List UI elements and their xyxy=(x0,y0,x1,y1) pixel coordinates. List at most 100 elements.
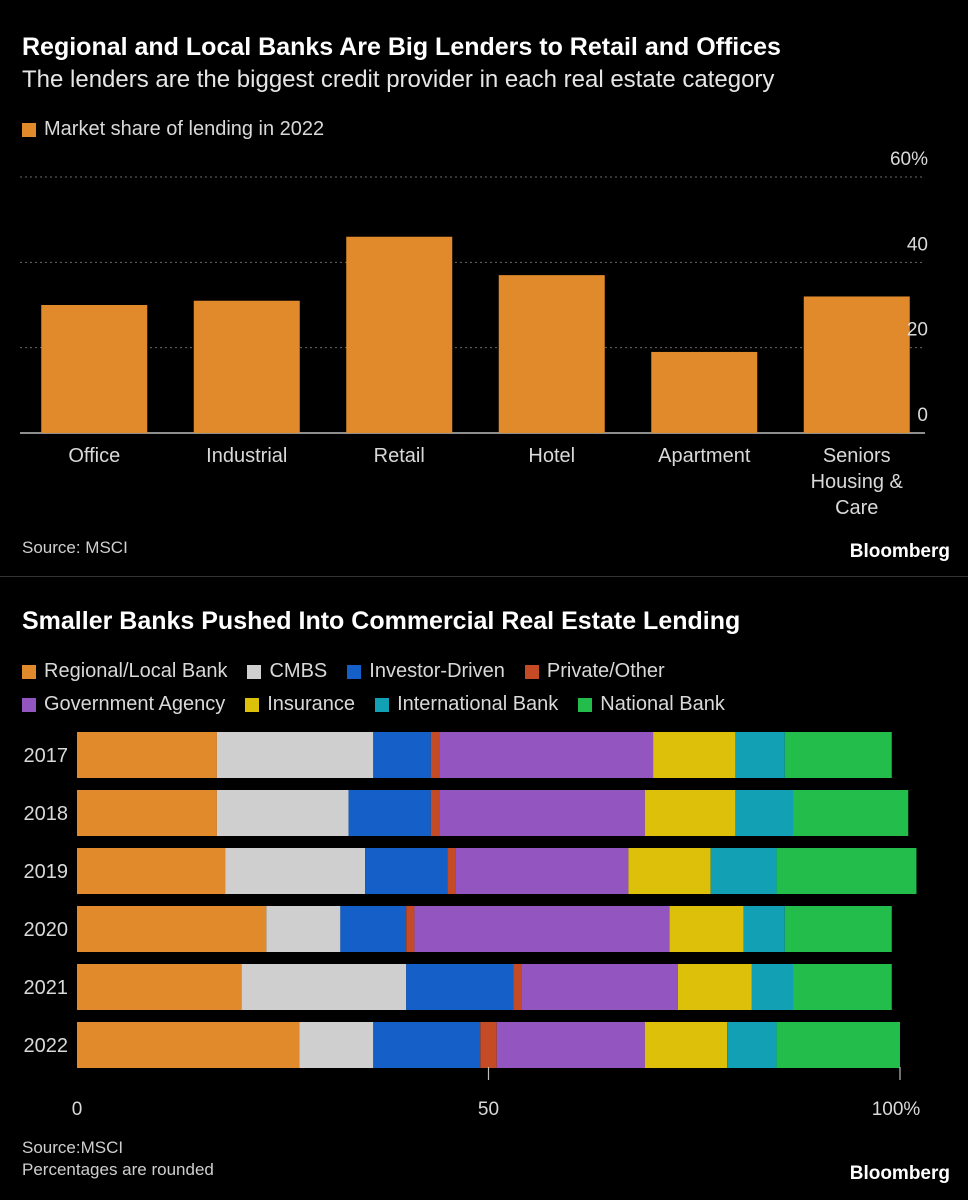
legend-label: International Bank xyxy=(397,693,559,715)
y-tick-label: 2018 xyxy=(24,803,69,825)
bar-segment xyxy=(348,790,431,836)
x-tick-label: Office xyxy=(68,445,120,467)
bar-segment xyxy=(743,906,785,952)
bar-segment xyxy=(430,790,440,836)
bar xyxy=(498,275,605,433)
x-tick-label: Retail xyxy=(374,445,425,467)
legend-label: Private/Other xyxy=(546,660,665,682)
bar-segment xyxy=(480,1022,497,1068)
bar-segment xyxy=(406,964,514,1010)
y-tick-label: 2021 xyxy=(24,977,69,999)
y-tick-label: 2020 xyxy=(24,919,69,941)
x-tick-label: Housing & xyxy=(811,471,904,493)
legend-item: Insurance xyxy=(245,693,355,716)
bar-segment xyxy=(373,732,431,778)
bar-segment xyxy=(521,964,678,1010)
legend-label: Regional/Local Bank xyxy=(44,660,228,682)
bar-segment xyxy=(653,732,736,778)
bar-segment xyxy=(77,964,242,1010)
bar-segment xyxy=(77,790,217,836)
legend-label: Investor-Driven xyxy=(369,660,505,682)
y-tick-label: 60% xyxy=(890,149,928,170)
bar-segment xyxy=(710,848,777,894)
bar-segment xyxy=(776,1022,900,1068)
bar-segment xyxy=(225,848,366,894)
x-tick-label: Care xyxy=(835,497,878,519)
divider xyxy=(0,576,968,577)
bar-segment xyxy=(216,790,349,836)
legend-item: CMBS xyxy=(247,660,327,683)
x-tick-label: Apartment xyxy=(658,445,751,467)
chart1-title: Regional and Local Banks Are Big Lenders… xyxy=(22,33,781,61)
x-tick-label: 0 xyxy=(72,1099,83,1120)
chart1-source: Source: MSCI xyxy=(22,538,128,557)
bar-segment xyxy=(439,790,645,836)
bar-segment xyxy=(751,964,794,1010)
bar-segment xyxy=(340,906,407,952)
bar-segment xyxy=(727,1022,777,1068)
y-tick-label: 40 xyxy=(907,234,928,255)
bar-segment xyxy=(677,964,752,1010)
legend-row: Government Agency Insurance International … xyxy=(22,693,952,716)
chart1-legend-label: Market share of lending in 2022 xyxy=(44,118,325,140)
bar-segment xyxy=(406,906,415,952)
y-tick-label: 2017 xyxy=(24,745,69,767)
legend-swatch xyxy=(22,697,36,712)
legend-item: International Bank xyxy=(375,693,558,716)
legend-swatch xyxy=(247,664,262,679)
bar-segment xyxy=(77,906,267,952)
bar-segment xyxy=(216,732,374,778)
bar-segment xyxy=(241,964,407,1010)
y-tick-label: 2019 xyxy=(24,861,69,883)
x-tick-label: Hotel xyxy=(528,445,575,467)
x-tick-label: 100% xyxy=(872,1099,921,1120)
x-tick-label: Seniors xyxy=(823,445,891,467)
bar-segment xyxy=(299,1022,374,1068)
chart1-legend: Market share of lending in 2022 xyxy=(22,118,324,141)
legend-label: CMBS xyxy=(269,660,328,682)
bar-segment xyxy=(735,732,785,778)
bar-segment xyxy=(628,848,711,894)
chart2-legend: Regional/Local Bank CMBS Investor-Driven Pr… xyxy=(22,660,952,726)
chart2-brand: Bloomberg xyxy=(849,1163,950,1184)
bar-segment xyxy=(77,848,226,894)
bar-segment xyxy=(776,848,917,894)
bar-segment xyxy=(439,732,654,778)
bar-segment xyxy=(784,906,892,952)
bar-segment xyxy=(793,790,909,836)
bar-segment xyxy=(455,848,629,894)
legend-swatch xyxy=(375,697,390,712)
chart2-source-line2: Percentages are rounded xyxy=(22,1160,214,1179)
bar-segment xyxy=(77,732,217,778)
legend-item: Government Agency xyxy=(22,693,225,716)
bar-segment xyxy=(266,906,341,952)
x-tick-label: Industrial xyxy=(206,445,287,467)
bar-segment xyxy=(365,848,448,894)
bar-segment xyxy=(513,964,522,1010)
legend-swatch xyxy=(22,664,36,679)
chart1-brand: Bloomberg xyxy=(849,541,950,562)
legend-swatch xyxy=(524,664,539,679)
legend-label: National Bank xyxy=(600,693,725,715)
bar-segment xyxy=(77,1022,300,1068)
bar-segment xyxy=(447,848,456,894)
legend-row: Regional/Local Bank CMBS Investor-Driven Pr… xyxy=(22,660,952,683)
chart1-subtitle: The lenders are the biggest credit provi… xyxy=(22,66,775,93)
legend-item: Investor-Driven xyxy=(347,660,505,683)
bar-segment xyxy=(735,790,794,836)
legend-swatch xyxy=(347,664,362,679)
legend-swatch xyxy=(245,697,260,712)
bar-segment xyxy=(496,1022,645,1068)
bar-segment xyxy=(373,1022,481,1068)
bar-segment xyxy=(644,1022,728,1068)
chart2-source-line1: Source:MSCI xyxy=(22,1138,124,1157)
bar-segment xyxy=(644,790,736,836)
x-tick-label: 50 xyxy=(478,1099,499,1120)
bar-segment xyxy=(669,906,744,952)
bar xyxy=(193,300,300,433)
bar xyxy=(41,305,148,433)
legend-item: National Bank xyxy=(578,693,725,716)
legend-item: Private/Other xyxy=(524,660,665,683)
y-tick-label: 0 xyxy=(917,405,928,426)
legend-label: Insurance xyxy=(267,693,356,715)
